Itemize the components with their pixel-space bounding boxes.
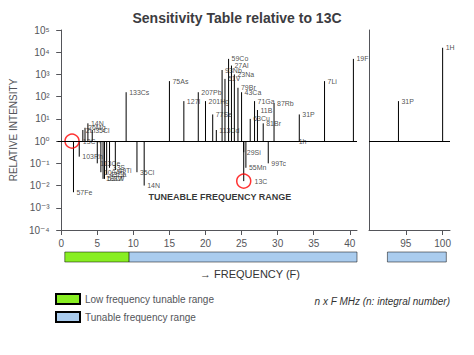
svg-text:→ FREQUENCY (F): → FREQUENCY (F)	[200, 268, 300, 280]
svg-text:113Ce: 113Ce	[100, 159, 121, 167]
svg-text:Low frequency tunable range: Low frequency tunable range	[85, 294, 214, 305]
svg-text:19F: 19F	[356, 55, 368, 62]
svg-text:35: 35	[308, 238, 320, 249]
svg-text:n x F MHz (n: integral number): n x F MHz (n: integral number)	[315, 296, 450, 307]
svg-text:87Rb: 87Rb	[277, 100, 294, 107]
svg-text:10⁻²: 10⁻²	[30, 180, 50, 191]
svg-text:59Co: 59Co	[231, 55, 249, 63]
svg-text:10⁰: 10⁰	[34, 136, 49, 147]
svg-text:7Li: 7Li	[328, 78, 338, 85]
svg-text:100: 100	[434, 238, 451, 249]
svg-text:35Cl: 35Cl	[95, 127, 110, 134]
svg-text:Sensitivity Table relative to: Sensitivity Table relative to 13C	[132, 10, 341, 26]
svg-text:75As: 75As	[172, 78, 188, 85]
svg-text:53Cr: 53Cr	[107, 175, 123, 183]
svg-text:1h: 1h	[298, 137, 307, 145]
svg-text:14N: 14N	[147, 182, 160, 189]
svg-text:95: 95	[400, 238, 412, 249]
svg-text:10³: 10³	[35, 69, 50, 80]
svg-text:Tunable frequency range: Tunable frequency range	[85, 312, 196, 323]
svg-text:0: 0	[58, 238, 64, 249]
svg-text:127I: 127I	[187, 98, 201, 105]
svg-text:77Se: 77Se	[216, 111, 232, 118]
svg-text:40: 40	[344, 238, 356, 249]
svg-text:183W: 183W	[106, 175, 125, 183]
svg-text:43Ca: 43Ca	[109, 170, 127, 178]
svg-text:25: 25	[236, 238, 248, 249]
svg-text:10⁻³: 10⁻³	[30, 202, 50, 213]
svg-text:10⁻¹: 10⁻¹	[30, 158, 50, 169]
svg-text:99Tc: 99Tc	[271, 160, 286, 167]
svg-text:10: 10	[128, 238, 140, 249]
svg-text:TUNEABLE FREQUENCY RANGE: TUNEABLE FREQUENCY RANGE	[148, 192, 291, 202]
svg-text:10⁻⁴: 10⁻⁴	[29, 225, 50, 236]
svg-text:201Hg: 201Hg	[208, 98, 229, 106]
svg-text:RELATIVE INTENSITY: RELATIVE INTENSITY	[8, 78, 19, 181]
svg-text:13C→: 13C→	[82, 137, 103, 145]
svg-text:14N: 14N	[90, 119, 104, 127]
svg-text:55Mn: 55Mn	[249, 164, 267, 171]
svg-text:29Si: 29Si	[247, 149, 261, 156]
svg-text:31P: 31P	[401, 98, 414, 105]
svg-text:49Ti: 49Ti	[118, 167, 132, 174]
svg-text:5: 5	[94, 238, 100, 249]
svg-text:23Na: 23Na	[237, 71, 254, 78]
svg-text:57Fe: 57Fe	[76, 189, 92, 196]
svg-text:103Rh: 103Rh	[82, 153, 103, 161]
svg-text:10¹: 10¹	[35, 113, 50, 124]
svg-text:11B: 11B	[260, 107, 272, 114]
svg-text:10⁴: 10⁴	[34, 47, 49, 58]
svg-text:1H: 1H	[446, 44, 455, 51]
svg-text:13C: 13C	[254, 178, 267, 185]
svg-text:20: 20	[200, 238, 212, 249]
svg-text:31P: 31P	[302, 111, 315, 118]
svg-text:27Al: 27Al	[234, 62, 248, 69]
svg-text:10⁵: 10⁵	[34, 25, 49, 36]
svg-text:30: 30	[272, 238, 284, 249]
svg-text:63Cu: 63Cu	[253, 115, 270, 123]
svg-text:81Br: 81Br	[266, 120, 281, 127]
svg-text:113Cd: 113Cd	[219, 127, 239, 134]
svg-text:43Ca: 43Ca	[245, 89, 262, 96]
svg-text:207Pb: 207Pb	[201, 89, 221, 96]
svg-text:133Cs: 133Cs	[129, 89, 150, 96]
svg-text:10²: 10²	[35, 91, 50, 102]
svg-text:15: 15	[164, 238, 176, 249]
svg-text:51V: 51V	[228, 75, 241, 83]
svg-text:35Cl: 35Cl	[140, 169, 155, 176]
svg-text:71Ga: 71Ga	[258, 98, 275, 105]
